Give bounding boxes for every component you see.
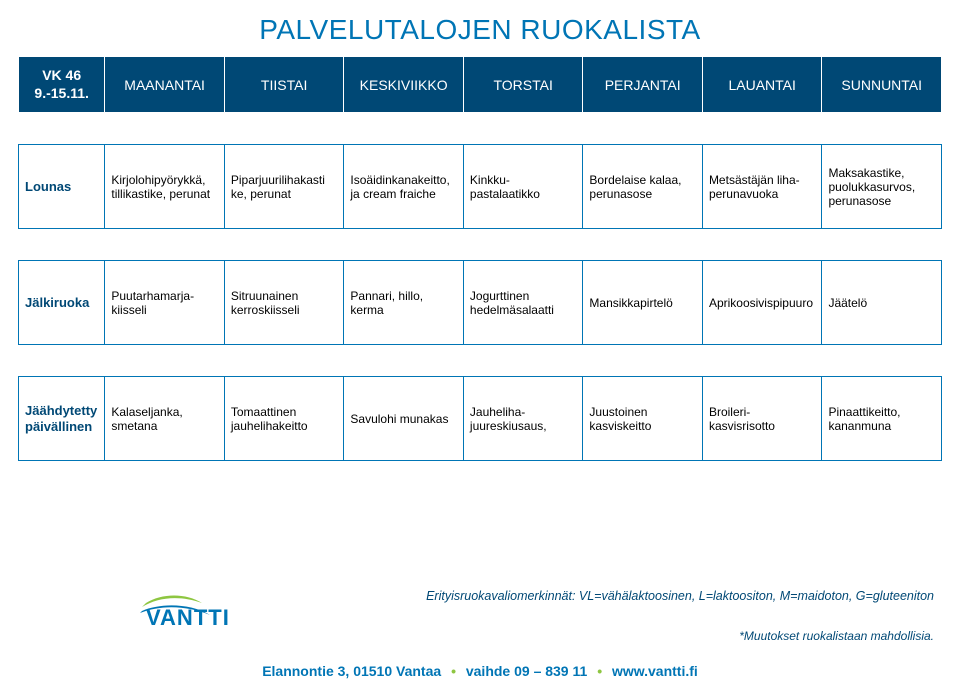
day-header: TORSTAI [463,57,583,113]
menu-cell: Metsästäjän liha-perunavuoka [702,145,822,229]
menu-table: VK 46 9.-15.11. MAANANTAI TIISTAI KESKIV… [18,56,942,461]
day-header: MAANANTAI [105,57,225,113]
separator-dot-icon: • [451,663,456,679]
table-row: Jäähdytetty päivällinen Kalaseljanka, sm… [19,377,942,461]
day-header: LAUANTAI [702,57,822,113]
page-title: PALVELUTALOJEN RUOKALISTA [0,0,960,56]
menu-cell: Bordelaise kalaa, perunasose [583,145,703,229]
menu-cell: Jäätelö [822,261,942,345]
menu-cell: Savulohi munakas [344,377,464,461]
menu-cell: Kirjolohipyörykkä, tillikastike, perunat [105,145,225,229]
day-header: TIISTAI [224,57,344,113]
menu-cell: Jogurttinen hedelmäsalaatti [463,261,583,345]
menu-table-wrap: VK 46 9.-15.11. MAANANTAI TIISTAI KESKIV… [0,56,960,461]
week-line1: VK 46 [42,67,81,83]
day-header: KESKIVIIKKO [344,57,464,113]
day-header: SUNNUNTAI [822,57,942,113]
footer-url: www.vantti.fi [612,663,698,679]
footer-line: Elannontie 3, 01510 Vantaa • vaihde 09 –… [0,663,960,679]
menu-cell: Pinaattikeitto, kananmuna [822,377,942,461]
menu-cell: Pannari, hillo, kerma [344,261,464,345]
separator-dot-icon: • [597,663,602,679]
table-row: Jälkiruoka Puutarhamarja-kiisseli Sitruu… [19,261,942,345]
table-row: Lounas Kirjolohipyörykkä, tillikastike, … [19,145,942,229]
week-cell: VK 46 9.-15.11. [19,57,105,113]
logo-text: VANTTI [146,605,230,629]
footer-address: Elannontie 3, 01510 Vantaa [262,663,441,679]
menu-cell: Kinkku-pastalaatikko [463,145,583,229]
menu-cell: Broileri-kasvisrisotto [702,377,822,461]
day-header: PERJANTAI [583,57,703,113]
week-line2: 9.-15.11. [34,85,89,101]
header-row: VK 46 9.-15.11. MAANANTAI TIISTAI KESKIV… [19,57,942,113]
menu-cell: Piparjuurilihakasti ke, perunat [224,145,344,229]
menu-cell: Kalaseljanka, smetana [105,377,225,461]
disclaimer-text: *Muutokset ruokalistaan mahdollisia. [739,629,934,643]
vantti-logo: VANTTI [140,583,300,629]
menu-cell: Maksakastike, puolukkasurvos, perunasose [822,145,942,229]
menu-cell: Tomaattinen jauhelihakeitto [224,377,344,461]
menu-cell: Jauheliha-juureskiusaus, [463,377,583,461]
menu-cell: Mansikkapirtelö [583,261,703,345]
menu-cell: Isoäidinkanakeitto, ja cream fraiche [344,145,464,229]
row-label: Jäähdytetty päivällinen [19,377,105,461]
diet-legend: Erityisruokavaliomerkinnät: VL=vähälakto… [426,589,934,603]
menu-cell: Sitruunainen kerroskiisseli [224,261,344,345]
menu-cell: Aprikoosivispipuuro [702,261,822,345]
footer-phone: vaihde 09 – 839 11 [466,663,587,679]
menu-cell: Puutarhamarja-kiisseli [105,261,225,345]
row-label: Jälkiruoka [19,261,105,345]
row-label: Lounas [19,145,105,229]
menu-cell: Juustoinen kasviskeitto [583,377,703,461]
